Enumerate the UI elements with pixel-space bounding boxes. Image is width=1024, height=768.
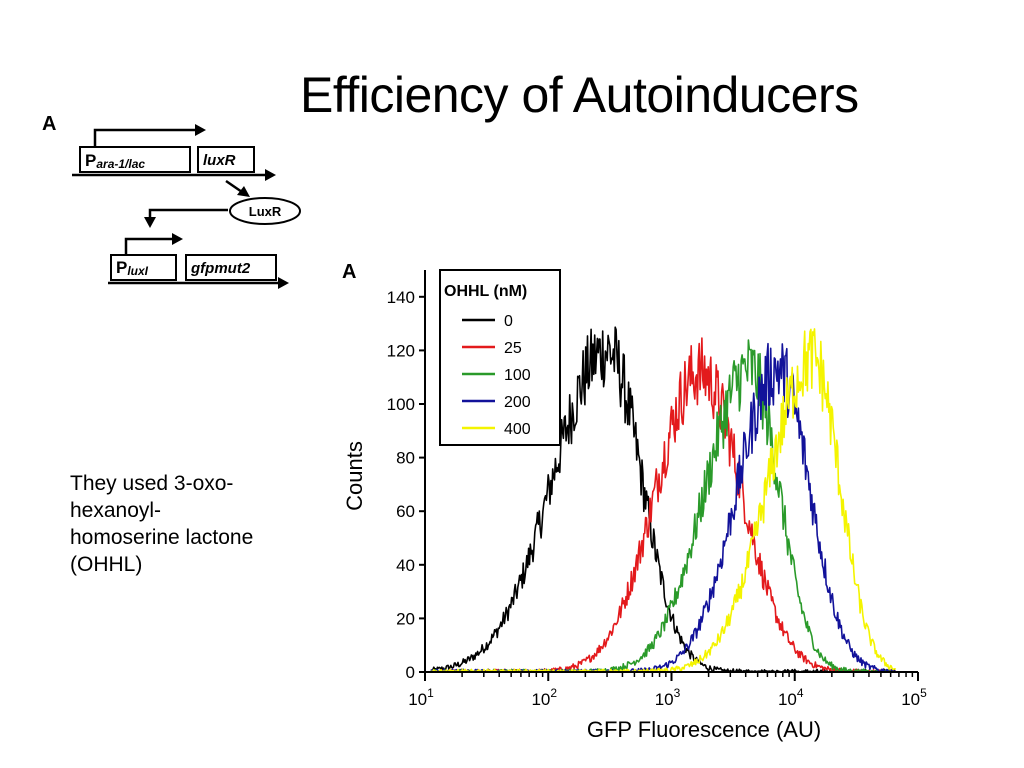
legend-label: 400 [504,421,531,438]
gene-box-luxR [197,146,255,173]
gene-box-gfpmut2 [185,254,277,281]
x-tick-label: 105 [901,686,927,709]
body-line: (OHHL) [70,553,143,576]
x-axis-label: GFP Fluorescence (AU) [587,717,821,742]
y-axis-label: Counts [342,441,367,511]
legend-label: 0 [504,313,513,330]
activation-arrowhead [144,217,156,228]
gene-label-luxR: luxR [203,152,236,169]
y-tick-label: 120 [387,341,415,360]
legend: OHHL (nM) 0 25 100 200 400 [439,269,561,446]
genetic-circuit-diagram: A Para-1/lac luxR LuxR PluxI gfpmut2 [42,113,301,289]
body-text: They used 3-oxo- hexanoyl- homoserine la… [70,470,320,578]
y-tick-label: 100 [387,395,415,414]
y-tick-label: 80 [396,449,415,468]
x-tick-label: 104 [778,686,804,709]
legend-label: 25 [504,340,522,357]
gene-label-gfpmut2: gfpmut2 [190,260,251,277]
body-line: homoserine lactone [70,526,254,549]
y-tick-label: 0 [406,663,415,682]
x-tick-label: 102 [531,686,557,709]
promoter-box-2 [110,254,177,281]
diagram-panel-letter: A [42,113,56,135]
promoter-label-2: PluxI [116,258,149,278]
legend-label: 200 [504,394,531,411]
x-tick-label: 103 [655,686,681,709]
y-tick-label: 40 [396,556,415,575]
promoter-box-1 [79,146,191,173]
promoter-arrow-1 [93,128,198,147]
legend-box [439,269,561,446]
legend-label: 100 [504,367,531,384]
protein-label: LuxR [249,204,282,219]
chart-panel-letter: A [342,261,356,283]
promoter-label-1: Para-1/lac [85,151,145,171]
translation-arrowhead [237,186,250,197]
dna-arrowhead-1 [265,169,276,181]
body-line: hexanoyl- [70,499,162,522]
body-line: They used 3-oxo- [70,472,234,495]
y-tick-label: 140 [387,288,415,307]
legend-title: OHHL (nM) [444,283,527,300]
activation-arrow [148,208,228,218]
slide-title: Efficiency of Autoinducers [300,67,859,123]
promoter-arrowhead-1 [195,124,206,136]
promoter-arrow-2 [124,237,174,255]
promoter-arrowhead-2 [172,233,183,245]
translation-arrow [225,179,243,194]
y-tick-label: 60 [396,502,415,521]
protein-ellipse [229,197,301,225]
dna-arrowhead-2 [278,277,289,289]
y-tick-label: 20 [396,609,415,628]
gfp-histogram-chart: A Counts 0 20 40 60 80 100 120 140 101 102 103 104… [342,261,927,742]
x-tick-label: 101 [408,686,434,709]
